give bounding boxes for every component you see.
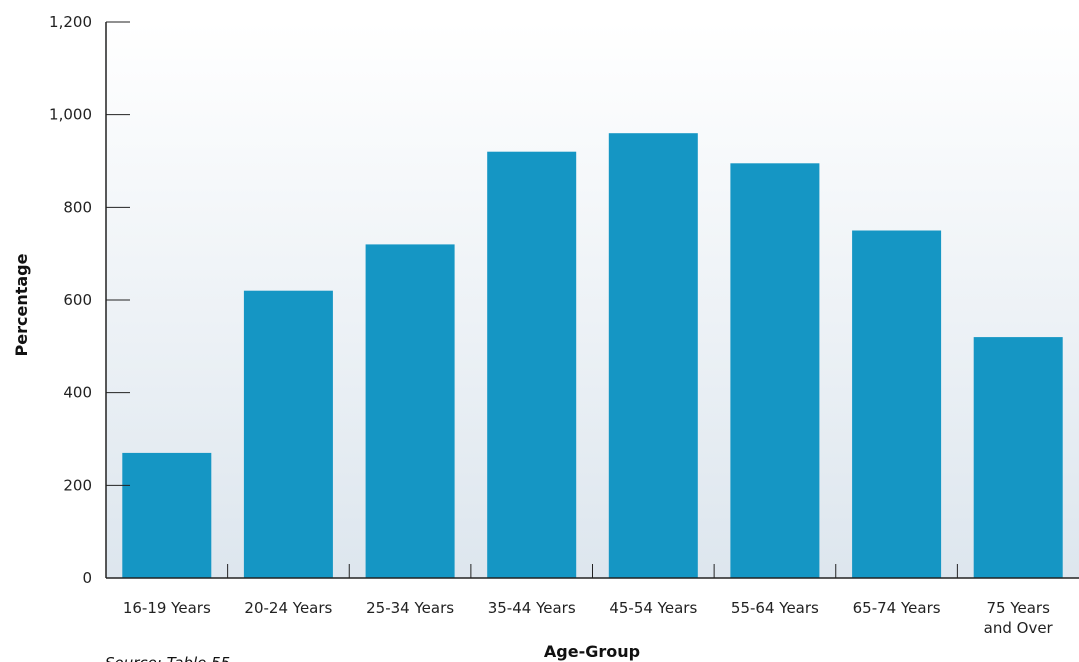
x-tick-label: 20-24 Years <box>244 599 332 617</box>
y-tick-label: 1,200 <box>49 13 92 31</box>
source-note: Source: Table 55 <box>105 654 230 662</box>
bars-group <box>122 133 1063 579</box>
bar-3 <box>365 244 455 578</box>
y-tick-label: 0 <box>82 569 92 587</box>
y-tick-label: 800 <box>63 198 92 216</box>
bar-2 <box>243 290 333 578</box>
x-tick-label: 75 Years and Over <box>984 599 1054 637</box>
x-tick-label: 35-44 Years <box>488 599 576 617</box>
bar-8 <box>973 337 1063 578</box>
x-tick-label: 16-19 Years <box>123 599 211 617</box>
bar-6 <box>730 163 820 579</box>
y-axis-title: Percentage <box>12 253 31 356</box>
x-tick-label: 55-64 Years <box>731 599 819 617</box>
bar-1 <box>122 452 212 578</box>
x-axis-title: Age-Group <box>544 642 640 661</box>
y-tick-label: 200 <box>63 476 92 494</box>
x-tick-label: 25-34 Years <box>366 599 454 617</box>
bar-4 <box>487 151 577 578</box>
bar-5 <box>608 133 698 578</box>
y-tick-label: 400 <box>63 384 92 402</box>
x-ticks-group: 16-19 Years 20-24 Years 25-34 Years 35-44 Y… <box>123 564 1054 637</box>
y-tick-label: 1,000 <box>49 106 92 124</box>
bar-7 <box>852 230 942 578</box>
x-tick-label: 45-54 Years <box>609 599 697 617</box>
y-ticks-group: 0 200 400 600 800 1,000 1,200 <box>49 13 130 587</box>
y-tick-label: 600 <box>63 291 92 309</box>
x-tick-label: 65-74 Years <box>853 599 941 617</box>
